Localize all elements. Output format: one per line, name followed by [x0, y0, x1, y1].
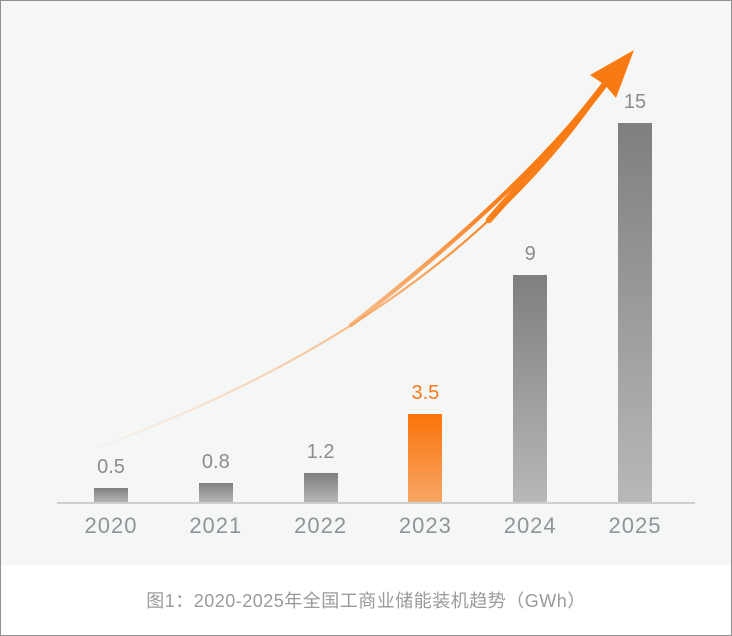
x-axis-label-2025: 2025: [608, 513, 662, 538]
caption-area: 图1：2020-2025年全国工商业储能装机趋势（GWh）: [1, 565, 731, 635]
x-axis-label-2024: 2024: [503, 513, 557, 538]
chart-area: 0.5 2020 0.8 2021 1.2 2022 3.5 2023 9 2024 15 2025: [1, 1, 731, 565]
bar-2023: [408, 414, 443, 503]
bar-2025: [618, 123, 652, 503]
bar-value-label-2020: 0.5: [97, 456, 125, 478]
bar-value-label-2023: 3.5: [411, 382, 440, 404]
x-axis-line: [57, 502, 695, 504]
bar-value-label-2021: 0.8: [201, 451, 230, 473]
bar-value-label-2025: 15: [623, 91, 647, 113]
x-axis-label-2021: 2021: [189, 513, 243, 538]
bar-2022: [303, 473, 338, 503]
x-axis-label-2023: 2023: [398, 513, 452, 538]
bar-2024: [513, 275, 548, 503]
x-axis-label-2022: 2022: [294, 513, 348, 538]
bar-2021: [198, 483, 233, 503]
bar-value-label-2024: 9: [524, 243, 536, 265]
figure-caption: 图1：2020-2025年全国工商业储能装机趋势（GWh）: [146, 591, 586, 611]
growth-arrow-shaft-mid: [348, 70, 616, 328]
bar-value-label-2022: 1.2: [306, 441, 335, 463]
x-axis-label-2020: 2020: [84, 513, 138, 538]
bar-2020: [94, 488, 128, 503]
